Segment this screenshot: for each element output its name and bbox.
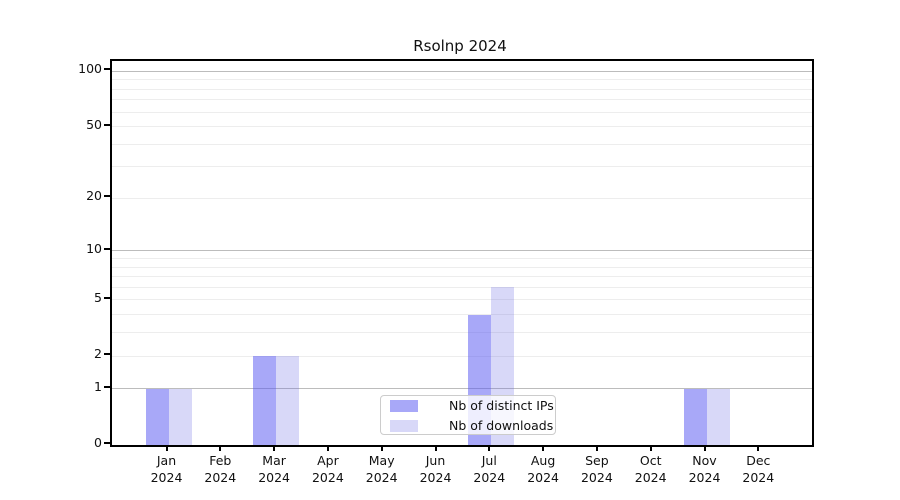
gridline-minor [112,266,812,268]
gridline-minor [112,88,812,90]
x-tick-year: 2024 [473,470,506,485]
x-tick-label: Dec 2024 [726,452,790,486]
bar-distinct-ips [253,356,277,445]
y-tick-label: 100 [78,61,102,77]
gridline-minor [112,197,812,199]
x-tick-mark [434,445,437,451]
x-tick-year: 2024 [688,470,721,485]
x-tick-mark [542,445,545,451]
plot-area: Nb of distinct IPs Nb of downloads [110,59,814,447]
x-tick-label: Jul 2024 [457,452,521,486]
x-tick-mark [165,445,168,451]
x-tick-mark [326,445,329,451]
legend-label-downloads: Nb of downloads [449,418,554,433]
x-tick-year: 2024 [365,470,398,485]
gridline-minor [112,166,812,168]
gridline-minor [112,257,812,259]
y-tick-mark [104,296,110,299]
x-tick-label: Apr 2024 [296,452,360,486]
x-tick-year: 2024 [419,470,452,485]
bar-downloads [168,388,192,445]
x-tick-month: Apr [317,453,339,468]
legend-swatch-downloads [390,420,418,432]
x-tick-label: Oct 2024 [619,452,683,486]
x-tick-label: Jun 2024 [404,452,468,486]
y-tick-label: 10 [86,240,102,256]
x-tick-label: Jan 2024 [135,452,199,486]
x-tick-label: Feb 2024 [188,452,252,486]
x-tick-month: Jun [425,453,446,468]
y-tick-mark [104,247,110,250]
legend-swatch-distinct-ips [390,400,418,412]
y-tick-label: 0 [94,435,102,450]
y-tick-mark [104,353,110,355]
x-tick-mark [649,445,652,451]
x-tick-month: Oct [639,453,662,468]
bar-distinct-ips [145,388,169,445]
bar-distinct-ips [683,388,707,445]
legend-label-distinct-ips: Nb of distinct IPs [449,398,554,413]
gridline-minor [112,79,812,81]
x-tick-month: Jul [481,453,497,468]
x-tick-month: Dec [746,453,771,468]
x-tick-month: Sep [585,453,609,468]
x-tick-year: 2024 [150,470,183,485]
gridline-minor [112,143,812,145]
gridline-minor [112,99,812,101]
y-tick-label: 50 [86,116,102,132]
x-tick-mark [273,445,276,451]
x-tick-month: Jan [156,453,177,468]
x-tick-label: Aug 2024 [511,452,575,486]
x-tick-year: 2024 [311,470,344,485]
bar-downloads [706,388,730,445]
y-tick-mark [104,123,110,126]
x-tick-mark [595,445,598,451]
x-tick-year: 2024 [634,470,667,485]
y-tick-mark [104,442,110,444]
x-tick-mark [488,445,491,451]
x-tick-month: Mar [262,453,286,468]
x-tick-mark [703,445,706,451]
x-tick-mark [219,445,222,451]
legend: Nb of distinct IPs Nb of downloads [380,395,556,435]
x-tick-year: 2024 [204,470,237,485]
x-tick-mark [380,445,383,451]
x-tick-month: Feb [209,453,232,468]
chart-title: Rsolnp 2024 [413,37,507,55]
bar-downloads [276,356,300,445]
x-tick-label: May 2024 [350,452,414,486]
gridline-minor [112,332,812,334]
legend-item-downloads: Nb of downloads [381,416,555,436]
x-tick-label: Nov 2024 [673,452,737,486]
gridline-major [112,70,812,72]
y-tick-label: 1 [94,378,102,394]
x-tick-month: May [368,453,395,468]
y-tick-label: 2 [94,346,102,361]
gridline-minor [112,314,812,316]
x-tick-year: 2024 [258,470,290,485]
gridline-major [112,388,812,390]
gridline-minor [112,276,812,278]
gridline-minor [112,126,812,127]
legend-item-distinct-ips: Nb of distinct IPs [381,396,555,416]
gridline-major [112,250,812,252]
gridline-minor [112,286,812,288]
x-tick-year: 2024 [527,470,559,485]
x-tick-year: 2024 [580,470,613,485]
x-tick-month: Aug [530,453,556,468]
x-tick-label: Mar 2024 [242,452,306,486]
x-tick-label: Sep 2024 [565,452,629,486]
x-tick-mark [757,445,760,451]
y-tick-mark [104,68,110,71]
x-tick-month: Nov [692,453,717,468]
gridline-minor [112,111,812,113]
y-tick-label: 20 [86,188,102,204]
gridline-minor [112,299,812,301]
x-tick-year: 2024 [742,470,775,485]
y-tick-label: 5 [94,289,102,305]
y-tick-mark [104,195,110,198]
gridline-minor [112,355,812,357]
y-tick-mark [104,385,110,388]
